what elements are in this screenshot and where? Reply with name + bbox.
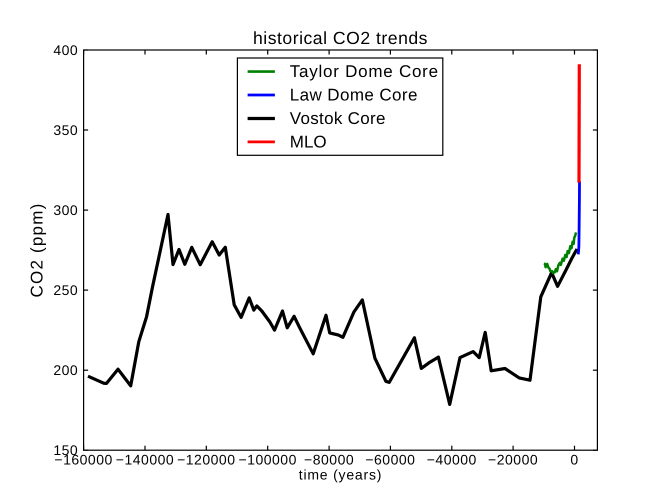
svg-text:MLO: MLO: [290, 133, 327, 152]
svg-text:300: 300: [53, 202, 78, 218]
svg-text:−120000: −120000: [177, 451, 235, 467]
svg-text:−160000: −160000: [54, 451, 112, 467]
svg-text:Law Dome Core: Law Dome Core: [290, 86, 418, 105]
svg-text:400: 400: [53, 42, 78, 58]
svg-text:CO2 (ppm): CO2 (ppm): [28, 203, 47, 298]
svg-text:−20000: −20000: [488, 451, 538, 467]
svg-text:200: 200: [53, 362, 78, 378]
svg-text:−100000: −100000: [238, 451, 296, 467]
svg-text:250: 250: [53, 282, 78, 298]
svg-text:time (years): time (years): [299, 466, 383, 482]
svg-text:150: 150: [53, 442, 78, 458]
svg-text:350: 350: [53, 122, 78, 138]
svg-text:Taylor Dome Core: Taylor Dome Core: [290, 62, 439, 81]
svg-text:Vostok Core: Vostok Core: [290, 109, 386, 128]
svg-text:−60000: −60000: [365, 451, 415, 467]
svg-text:historical CO2 trends: historical CO2 trends: [253, 28, 428, 48]
svg-text:−80000: −80000: [304, 451, 354, 467]
svg-text:0: 0: [570, 451, 578, 467]
svg-text:−40000: −40000: [427, 451, 477, 467]
svg-text:−140000: −140000: [116, 451, 174, 467]
